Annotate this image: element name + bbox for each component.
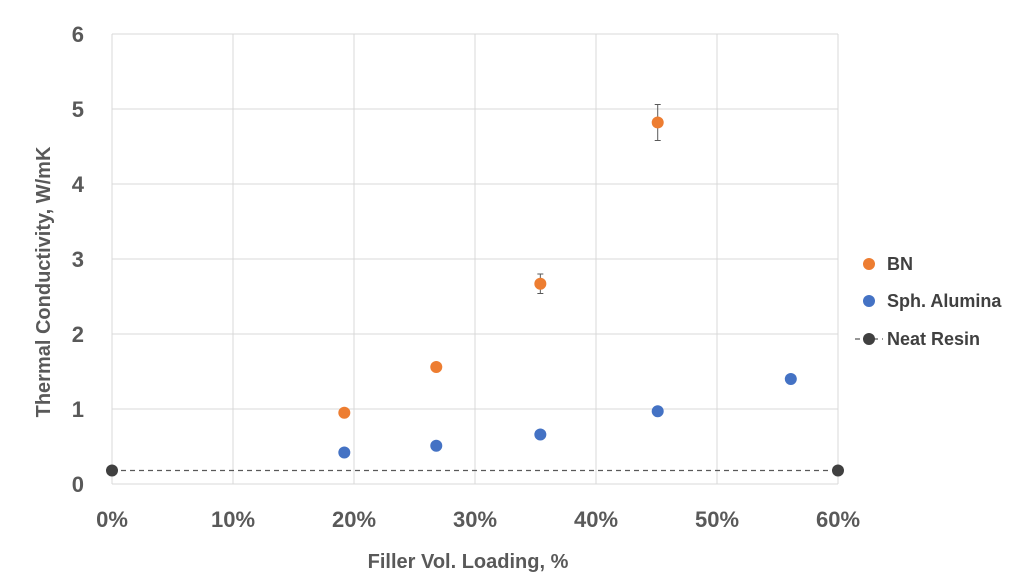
x-tick-label: 0% xyxy=(96,507,128,532)
y-tick-label: 5 xyxy=(72,97,84,122)
data-point xyxy=(784,373,797,385)
legend: BN Sph. Alumina Neat Resin xyxy=(855,254,1002,349)
y-tick-label: 3 xyxy=(72,247,84,272)
x-tick-label: 40% xyxy=(574,507,618,532)
data-point xyxy=(338,446,351,459)
y-tick-label: 4 xyxy=(72,172,85,197)
data-series xyxy=(106,104,844,477)
data-point xyxy=(651,116,664,129)
x-tick-label: 30% xyxy=(453,507,497,532)
y-tick-label: 6 xyxy=(72,22,84,47)
y-axis-ticks: 0 1 2 3 4 5 6 xyxy=(72,22,85,497)
y-tick-label: 0 xyxy=(72,472,84,497)
legend-label: Sph. Alumina xyxy=(887,291,1002,311)
legend-marker xyxy=(863,258,875,270)
data-point xyxy=(832,464,844,477)
gridlines xyxy=(111,33,839,485)
series-neat-resin xyxy=(106,464,844,477)
x-axis-ticks: 0% 10% 20% 30% 40% 50% 60% xyxy=(96,507,860,532)
legend-marker xyxy=(863,333,875,345)
data-point xyxy=(534,277,547,290)
x-tick-label: 60% xyxy=(816,507,860,532)
x-tick-label: 10% xyxy=(211,507,255,532)
legend-item: Sph. Alumina xyxy=(863,291,1002,311)
data-point xyxy=(430,361,443,373)
data-point xyxy=(430,439,443,452)
x-tick-label: 50% xyxy=(695,507,739,532)
series-bn xyxy=(338,104,664,419)
y-tick-label: 1 xyxy=(72,397,84,422)
legend-item: Neat Resin xyxy=(855,329,980,349)
data-point xyxy=(338,406,351,419)
legend-label: Neat Resin xyxy=(887,329,980,349)
legend-label: BN xyxy=(887,254,913,274)
x-axis-label: Filler Vol. Loading, % xyxy=(368,551,569,573)
y-tick-label: 2 xyxy=(72,322,84,347)
y-axis-label: Thermal Conductivity, W/mK xyxy=(33,146,55,417)
x-tick-label: 20% xyxy=(332,507,376,532)
data-point xyxy=(651,405,664,418)
data-point xyxy=(534,428,547,441)
legend-item: BN xyxy=(863,254,913,274)
series-sph-alumina xyxy=(338,373,797,459)
data-point xyxy=(106,464,118,477)
legend-marker xyxy=(863,295,875,307)
